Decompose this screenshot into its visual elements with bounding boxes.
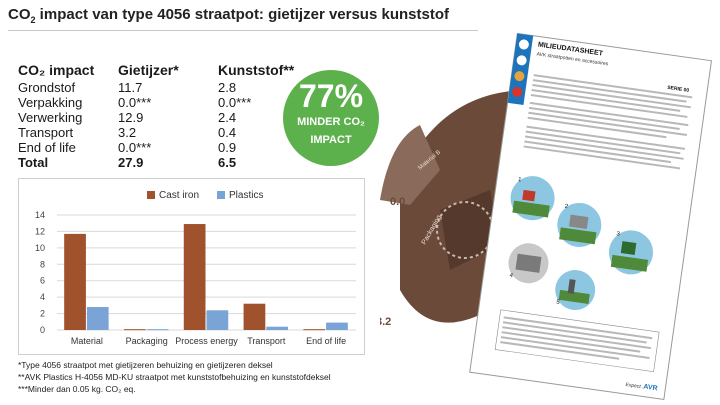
y-tick-label: 12: [35, 226, 45, 236]
cell-kunststof: 0.9: [218, 140, 237, 155]
page-title: CO2 impact van type 4056 straatpot: giet…: [8, 6, 449, 25]
datasheet-footer-brand: AVR: [643, 383, 658, 392]
cell-gietijzer: 3.2: [118, 125, 137, 140]
cell-kunststof: 0.0***: [218, 95, 252, 110]
row-label: Verpakking: [18, 95, 83, 110]
header-gietijzer: Gietijzer*: [118, 61, 179, 78]
table-header-row: CO₂ impact Gietijzer* Kunststof**: [18, 60, 308, 80]
y-tick-label: 14: [35, 210, 45, 220]
cell-gietijzer: 0.0***: [118, 95, 152, 110]
datasheet-step-4: 4: [509, 273, 514, 279]
bar-plastics: [146, 329, 169, 331]
header-kunststof: Kunststof**: [218, 61, 295, 78]
datasheet-footer-tag: Expect...: [625, 382, 645, 391]
legend-label: Plastics: [229, 190, 263, 201]
row-label: Grondstof: [18, 80, 76, 95]
datasheet-page: MILIEUDATASHEET AVK straatpotten en acce…: [469, 32, 713, 400]
x-tick-label: Packaging: [126, 336, 168, 346]
table-row: Transport 3.2 0.4: [18, 125, 308, 140]
row-label: Transport: [18, 125, 74, 140]
y-tick-label: 4: [40, 292, 45, 302]
bar-chart: 0 2 4 6 8 10 12 14 Material Packaging Process ener…: [18, 178, 365, 355]
table-row: End of life 0.0*** 0.9: [18, 140, 308, 155]
bar-plastics: [86, 307, 109, 330]
wheel-value-top: 0.0: [390, 196, 405, 208]
bar-cast-iron: [303, 329, 326, 331]
cell-kunststof: 2.8: [218, 80, 237, 95]
bar-cast-iron: [64, 233, 86, 330]
x-tick-label: Material: [71, 336, 103, 346]
datasheet-step-2: 2: [564, 204, 569, 210]
cell-kunststof: 2.4: [218, 110, 237, 125]
table-row: Verpakking 0.0*** 0.0***: [18, 95, 308, 110]
bar-plastics: [206, 310, 229, 330]
y-tick-label: 0: [40, 325, 45, 335]
wheel-value-bottom: 3.2: [380, 316, 391, 328]
total-gietijzer: 27.9: [118, 155, 144, 170]
footnote-2: **AVK Plastics H-4056 MD-KU straatpot me…: [18, 372, 331, 382]
row-label: End of life: [18, 140, 76, 155]
reduction-line-3: IMPACT: [310, 134, 352, 146]
bar-cast-iron: [123, 329, 146, 331]
footnote-3: ***Minder dan 0.05 kg. CO₂ eq.: [18, 384, 136, 394]
datasheet-step-3: 3: [616, 231, 621, 237]
legend-swatch: [217, 191, 225, 199]
bar-cast-iron: [243, 303, 266, 330]
y-tick-label: 2: [40, 309, 45, 319]
bar-cast-iron: [183, 224, 206, 330]
y-tick-label: 10: [35, 243, 45, 253]
cell-gietijzer: 11.7: [118, 80, 143, 95]
y-tick-label: 6: [40, 276, 45, 286]
row-label: Verwerking: [18, 110, 83, 125]
footnote-1: *Type 4056 straatpot met gietijzeren beh…: [18, 360, 273, 370]
datasheet-step-1: 1: [518, 177, 523, 183]
datasheet-illustration: 0.0 3.2 Packaging Material B MILIEUDATAS…: [380, 32, 713, 400]
total-label: Total: [18, 155, 49, 170]
reduction-badge: 77% MINDER CO₂ IMPACT: [283, 70, 379, 166]
x-tick-label: End of life: [306, 336, 346, 346]
reduction-percent: 77%: [298, 78, 364, 114]
legend-swatch: [147, 191, 155, 199]
table-row: Verwerking 12.9 2.4: [18, 110, 308, 125]
table-row: Grondstof 11.7 2.8: [18, 80, 308, 95]
bar-chart-svg: 0 2 4 6 8 10 12 14 Material Packaging Process ener…: [35, 190, 356, 346]
co2-impact-table: CO₂ impact Gietijzer* Kunststof** Gronds…: [18, 60, 308, 170]
bar-plastics: [326, 322, 348, 330]
legend-label: Cast iron: [159, 190, 199, 201]
reduction-line-2: MINDER CO₂: [297, 116, 365, 128]
header-co2-impact: CO₂ impact: [18, 61, 95, 78]
cell-kunststof: 0.4: [218, 125, 237, 140]
cell-gietijzer: 12.9: [118, 110, 144, 125]
total-kunststof: 6.5: [218, 155, 237, 170]
datasheet-serie: SERIE 00: [667, 85, 690, 94]
table-total-row: Total 27.9 6.5: [18, 155, 308, 170]
title-divider: [8, 30, 478, 31]
x-tick-label: Transport: [247, 336, 286, 346]
cell-gietijzer: 0.0***: [118, 140, 152, 155]
x-tick-label: Process energy: [175, 336, 238, 346]
y-tick-label: 8: [40, 259, 45, 269]
datasheet-step-5: 5: [556, 300, 561, 306]
bar-plastics: [266, 326, 289, 330]
